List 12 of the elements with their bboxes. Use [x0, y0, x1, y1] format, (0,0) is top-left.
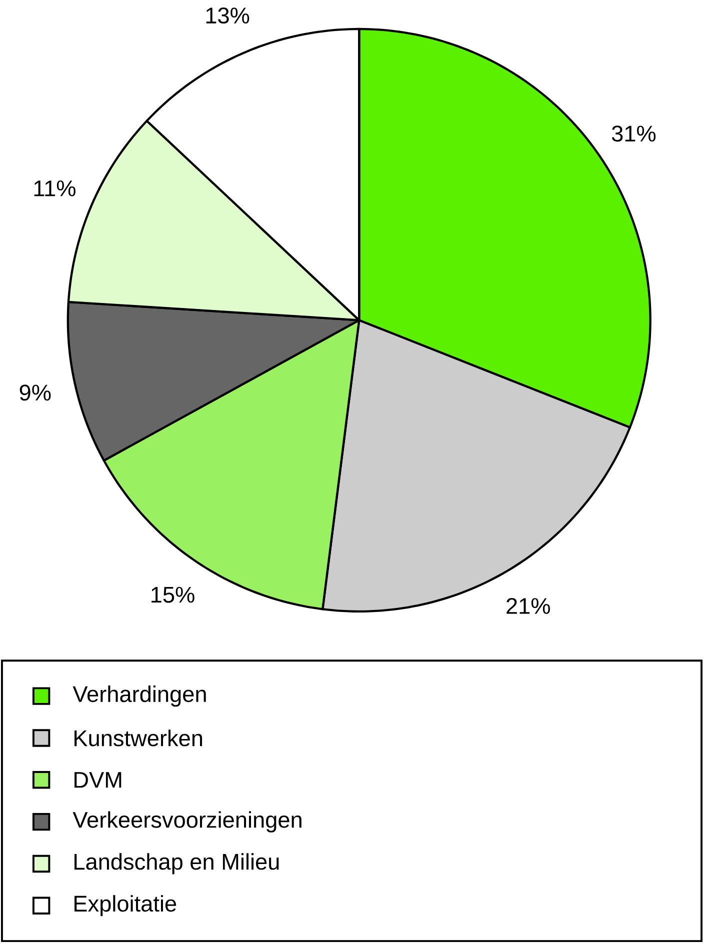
data-label: 15%: [151, 586, 194, 603]
legend-label: Landschap en Milieu: [74, 853, 278, 874]
legend-label: Verkeersvoorzieningen: [72, 811, 302, 832]
legend-label: Kunstwerken: [74, 730, 202, 746]
legend-label: Exploitatie: [74, 895, 176, 916]
legend-label: Verhardingen: [72, 686, 206, 707]
data-label: 9%: [20, 384, 50, 401]
data-label: 31%: [612, 126, 656, 142]
legend-label: DVM: [74, 772, 121, 788]
data-label: 11%: [34, 180, 76, 196]
data-label: 21%: [506, 598, 550, 614]
data-label: 13%: [206, 8, 249, 24]
